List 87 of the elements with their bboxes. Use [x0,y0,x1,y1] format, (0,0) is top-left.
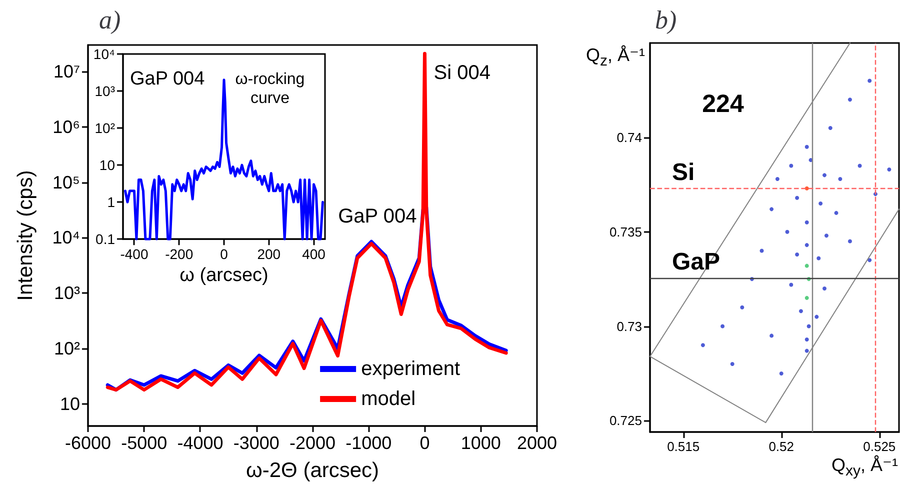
x-tick-label: 400 [302,246,326,262]
point [804,243,809,248]
x-tick-label: -1000 [346,433,392,453]
x-axis-title: Q$_{xy}$, Å⁻¹ [831,455,898,480]
x-tick-label: -200 [165,246,194,262]
annotation: Si 004 [434,62,490,84]
x-tick-label: -3000 [233,433,280,453]
y-tick-label: 10⁷ [53,61,80,82]
x-tick-label: 0.52 [768,439,794,454]
point [779,371,784,376]
point [887,168,892,172]
point [804,264,809,268]
point [789,164,794,168]
point [818,202,823,206]
point [785,230,790,234]
point [700,343,705,348]
point [798,309,803,314]
point [804,144,809,149]
annotation: GaP 004 [130,68,206,90]
y-tick-label: 10² [54,338,80,359]
point [858,164,862,168]
point [806,324,811,328]
annotation: 224 [702,90,744,118]
y-tick-label: 0.725 [609,413,642,428]
point [775,176,780,181]
point [720,324,725,328]
x-tick-label: 200 [257,246,281,262]
y-tick-label: 10⁴ [93,46,115,62]
y-tick-label: 0.73 [616,318,642,334]
point [804,337,809,342]
y-tick-label: 0.735 [609,224,642,240]
point [804,220,809,224]
x-axis-title: ω (arcsec) [180,265,268,286]
x-tick-label: 2000 [516,433,557,453]
point [770,207,774,212]
y-tick-label: 10 [99,157,116,174]
point [760,248,764,253]
point [828,126,832,130]
y-axis-title: Intensity (cps) [14,170,37,301]
point [834,210,838,215]
x-tick-label: -5000 [121,433,168,453]
ref-line-label: Si [672,159,695,186]
y-tick-label: 10² [94,120,116,136]
legend-label: experiment [361,358,460,380]
point [795,196,800,200]
x-tick-label: 1000 [460,433,501,453]
y-tick-label: 10³ [54,283,80,304]
annotation: ω-rocking curve [235,71,305,107]
y-tick-label: 0.1 [96,231,116,248]
chart-title: b) [655,6,677,34]
x-tick-label: -6000 [64,433,112,453]
point [816,256,821,260]
legend-label: model [361,388,416,410]
point [804,296,809,300]
x-tick-label: -4000 [177,433,224,453]
point [824,234,828,238]
y-tick-label: 10³ [94,83,116,100]
x-tick-label: -2000 [289,433,336,453]
y-tick-label: 10⁵ [52,172,80,192]
point [822,173,826,178]
point [848,239,852,244]
point [838,176,842,181]
x-tick-label: 0.525 [863,439,896,454]
y-tick-label: 0.74 [616,130,642,145]
ref-line-label: GaP [672,248,720,276]
y-tick-label: 10⁴ [52,228,80,248]
x-tick-label: -400 [120,246,148,262]
point [804,348,809,353]
point [770,334,774,338]
x-tick-label: 0.515 [667,439,700,454]
annotation: GaP 004 [338,206,417,228]
x-tick-label: 0 [220,246,228,262]
y-axis-title: Q$_{z}$, Å⁻¹ [586,45,646,70]
y-tick-label: 10⁶ [52,116,80,137]
point [848,98,852,102]
y-tick-label: 10 [60,394,80,414]
point [740,305,744,310]
x-axis-title: ω-2Θ (arcsec) [246,459,380,482]
point [795,252,800,256]
chart-title: a) [99,6,121,34]
point [730,362,734,366]
point [822,286,826,290]
point [814,314,819,319]
y-tick-label: 1 [107,194,116,210]
x-tick-label: 0 [420,433,430,453]
point [868,78,872,83]
point [789,282,794,287]
